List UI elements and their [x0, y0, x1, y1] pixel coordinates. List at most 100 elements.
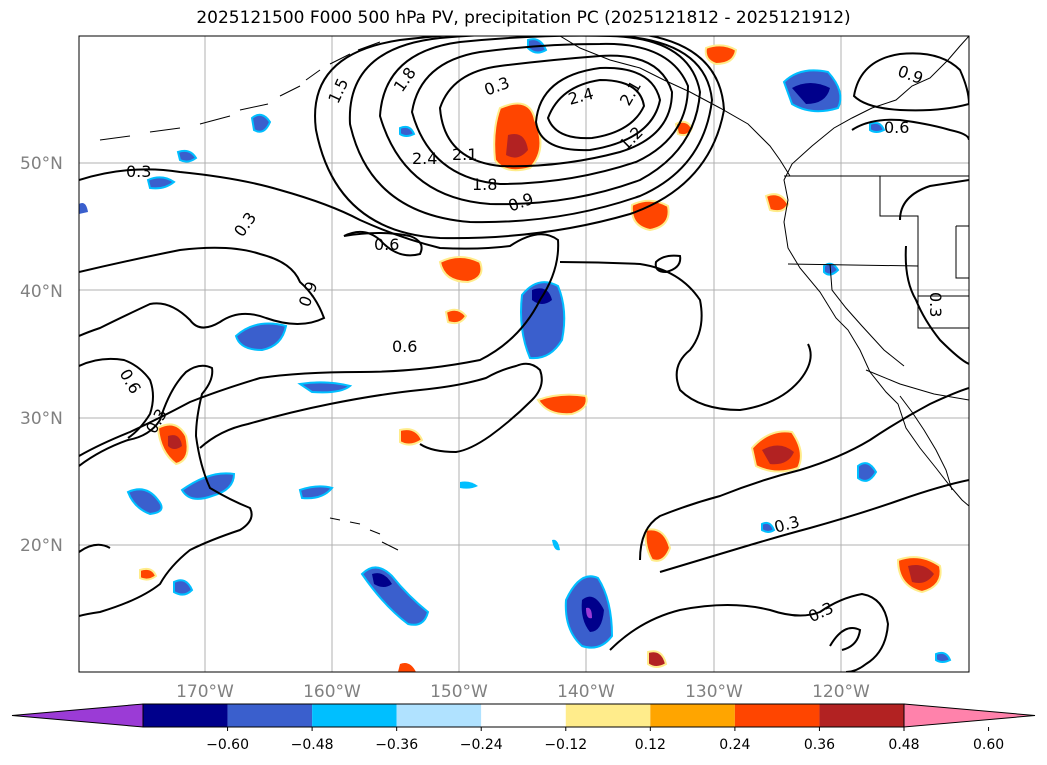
colorbar-extend-low — [11, 703, 144, 728]
state-border — [787, 263, 969, 297]
map-title: 2025121500 F000 500 hPa PV, precipitatio… — [196, 8, 851, 28]
precip-blob-negative — [935, 651, 952, 663]
colorbar-tick-label: 0.60 — [973, 737, 1004, 753]
pv-contour — [899, 179, 969, 221]
lon-label-170w: 170°W — [176, 682, 234, 702]
hawaii-islands — [329, 517, 399, 551]
precip-blob-negative — [857, 462, 878, 482]
baja-coast — [899, 395, 953, 491]
pv-contour — [199, 362, 543, 454]
precip-blob-positive — [908, 565, 934, 583]
state-border — [955, 225, 969, 279]
colorbar-extend-high — [903, 703, 1036, 728]
precip-blob-positive — [139, 567, 158, 581]
colorbar-tick-label: 0.48 — [888, 737, 919, 753]
precip-blob-positive — [764, 193, 790, 213]
lon-label-160w: 160°W — [303, 682, 361, 702]
precip-blob-positive — [647, 650, 668, 668]
precip-blob-negative — [586, 607, 592, 619]
pv-contour — [654, 254, 682, 274]
precip-blob-negative — [552, 539, 560, 551]
precip-blob-negative — [79, 203, 88, 214]
contour-label: 0.6 — [374, 235, 399, 254]
precip-blob-negative — [869, 121, 886, 133]
lat-label-50n: 50°N — [20, 154, 63, 174]
precip-blob-positive — [704, 44, 738, 66]
pv-contour — [79, 246, 326, 337]
pv-contour — [546, 78, 646, 140]
latitude-labels: 50°N 40°N 30°N 20°N — [20, 154, 63, 556]
precip-blob-negative — [234, 322, 288, 352]
precip-blob-negative — [460, 481, 478, 489]
pv-contour — [609, 592, 890, 672]
colorbar-tick-label: −0.60 — [206, 737, 249, 753]
pv-contour — [534, 66, 662, 152]
precip-blob-negative — [173, 579, 194, 596]
precip-blob-positive — [536, 393, 588, 416]
contour-label: 2.4 — [412, 149, 437, 168]
pv-contour — [410, 42, 690, 186]
precip-blob-positive — [398, 663, 416, 672]
pv-contour — [343, 230, 423, 257]
pv-contour — [378, 36, 702, 206]
pv-contour — [79, 364, 253, 617]
colorbar-tick-label: 0.24 — [719, 737, 750, 753]
contour-label: 1.8 — [472, 175, 497, 194]
colorbar-tick-label: −0.12 — [544, 737, 587, 753]
lat-label-20n: 20°N — [20, 536, 63, 556]
state-border — [865, 369, 969, 401]
precip-blob-positive — [444, 308, 468, 325]
colorbar-segment — [734, 704, 820, 727]
precip-blob-positive — [399, 428, 424, 446]
lat-label-30n: 30°N — [20, 409, 63, 429]
precip-blob-negative — [823, 262, 840, 276]
pv-contour — [829, 627, 862, 651]
precip-blob-negative — [581, 596, 604, 632]
precip-blob-positive — [168, 435, 182, 449]
colorbar-segment — [819, 704, 904, 727]
lon-label-130w: 130°W — [685, 682, 743, 702]
colorbar-tick-label: −0.48 — [291, 737, 334, 753]
precip-blob-negative — [792, 83, 830, 104]
precip-blob-positive — [438, 256, 483, 284]
colorbar-tick-label: −0.24 — [460, 737, 503, 753]
colorbar-segment — [650, 704, 735, 727]
aleutian-islands — [99, 41, 381, 141]
colorbar-segment — [565, 704, 651, 727]
pv-contour — [348, 36, 714, 224]
colorbar-tick-label: 0.12 — [635, 737, 666, 753]
pv-contours — [79, 36, 969, 672]
contour-label: 0.3 — [926, 292, 945, 317]
colorbar-segment — [312, 704, 397, 727]
pv-contour — [79, 543, 111, 553]
colorbar-segment — [143, 704, 228, 727]
colorbar-segment — [481, 704, 566, 727]
pv-contour — [904, 245, 969, 365]
pv-contour — [314, 36, 726, 240]
precip-blob-negative — [250, 113, 272, 133]
lon-label-150w: 150°W — [430, 682, 488, 702]
contour-label: 0.3 — [126, 162, 151, 181]
map-border — [78, 35, 970, 673]
precip-blob-negative — [176, 149, 198, 163]
pv-contour — [851, 118, 969, 141]
precip-blob-positive — [762, 445, 794, 465]
lon-label-120w: 120°W — [812, 682, 870, 702]
pv-contour — [639, 387, 969, 561]
precip-blob-negative — [399, 125, 416, 137]
longitude-labels: 170°W 160°W 150°W 140°W 130°W 120°W — [176, 682, 870, 702]
precip-blob-negative — [520, 281, 566, 360]
precip-blob-positive — [506, 134, 528, 158]
pv-contour — [79, 168, 560, 457]
state-border — [879, 176, 919, 266]
precip-blob-negative — [180, 472, 236, 500]
lon-label-140w: 140°W — [557, 682, 615, 702]
precipitation-shading — [79, 38, 952, 672]
precip-blob-negative — [146, 176, 176, 190]
precip-blob-negative — [298, 485, 334, 500]
colorbar-tick-label: 0.36 — [804, 737, 835, 753]
state-border — [829, 263, 905, 367]
lat-label-40n: 40°N — [20, 282, 63, 302]
colorbar-segment — [227, 704, 313, 727]
